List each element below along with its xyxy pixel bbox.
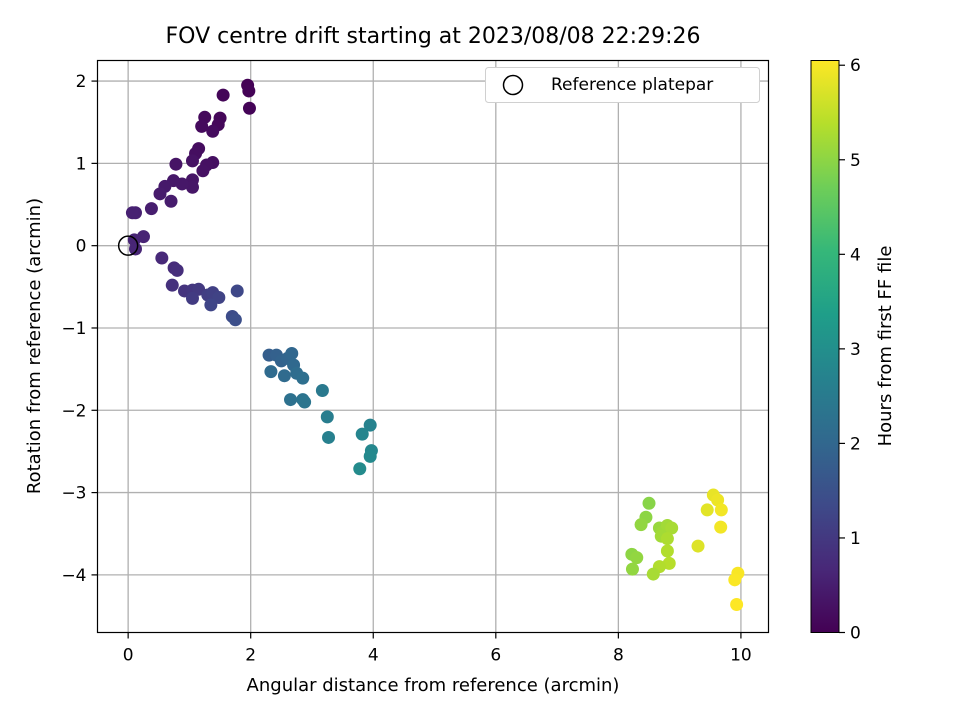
- data-point: [714, 503, 728, 517]
- data-point: [164, 194, 178, 208]
- x-tick-label: 8: [613, 646, 624, 666]
- data-point: [298, 395, 312, 409]
- data-point: [322, 430, 336, 444]
- data-point: [665, 521, 679, 535]
- data-point: [285, 346, 299, 360]
- data-point: [320, 410, 334, 424]
- data-point: [363, 449, 377, 463]
- legend-entry-reference-platepar: Reference platepar: [551, 75, 713, 95]
- data-point: [714, 520, 728, 534]
- data-point: [155, 251, 169, 265]
- colorbar-tick-label: 2: [850, 434, 861, 454]
- reference-marker: [117, 235, 139, 256]
- data-point: [711, 493, 725, 507]
- colorbar-tick-label: 6: [850, 56, 861, 76]
- data-point: [228, 313, 242, 327]
- data-point: [170, 263, 184, 277]
- data-point: [153, 187, 167, 201]
- y-tick-label: 0: [76, 237, 87, 257]
- data-point: [242, 101, 256, 115]
- colorbar-gradient: [810, 60, 840, 633]
- data-point: [185, 291, 199, 305]
- chart-title: FOV centre drift starting at 2023/08/08 …: [166, 24, 701, 49]
- data-point: [355, 427, 369, 441]
- x-axis-ticks: 0 2 4 6 8 10: [123, 632, 752, 666]
- data-point: [169, 157, 183, 171]
- colorbar-tick-label: 1: [850, 529, 861, 549]
- colorbar-label: Hours from first FF file: [875, 246, 896, 447]
- data-point: [128, 242, 142, 256]
- data-point: [204, 298, 218, 312]
- data-point: [206, 124, 220, 138]
- y-tick-label: −2: [61, 401, 86, 421]
- plot-frame: [96, 59, 770, 634]
- data-point: [296, 371, 310, 385]
- x-tick-label: 6: [490, 646, 501, 666]
- y-tick-label: 1: [76, 154, 87, 174]
- data-point: [625, 562, 639, 576]
- x-tick-label: 2: [245, 646, 256, 666]
- data-points: [125, 78, 745, 612]
- data-point: [630, 551, 644, 565]
- data-point: [353, 462, 367, 476]
- x-tick-label: 4: [368, 646, 379, 666]
- legend: Reference platepar: [485, 67, 760, 103]
- y-axis-ticks: 2 1 0 −1 −2 −3 −4: [61, 72, 98, 586]
- y-tick-label: −4: [61, 566, 86, 586]
- data-point: [315, 384, 329, 398]
- colorbar-tick-label: 5: [850, 151, 861, 171]
- data-point: [242, 84, 256, 98]
- data-point: [125, 206, 139, 220]
- data-point: [144, 202, 158, 216]
- data-point: [195, 119, 209, 133]
- data-point: [642, 496, 656, 510]
- data-point: [662, 556, 676, 570]
- data-point: [660, 544, 674, 558]
- y-axis-label: Rotation from reference (arcmin): [24, 198, 45, 494]
- data-point: [646, 567, 660, 581]
- legend-box: [485, 67, 760, 103]
- colorbar: 0 1 2 3 4 5 6 Hours from first FF file: [810, 56, 896, 644]
- data-point: [284, 393, 298, 407]
- data-point: [216, 88, 230, 102]
- data-point: [185, 180, 199, 194]
- y-tick-label: 2: [76, 72, 87, 92]
- data-point: [700, 503, 714, 517]
- data-point: [728, 573, 742, 587]
- data-point: [730, 598, 744, 612]
- data-point: [264, 365, 278, 379]
- data-point: [196, 164, 210, 178]
- data-point: [660, 532, 674, 546]
- data-point: [185, 154, 199, 168]
- y-tick-label: −1: [61, 319, 86, 339]
- x-tick-label: 0: [123, 646, 134, 666]
- colorbar-tick-label: 4: [850, 245, 861, 265]
- y-tick-label: −3: [61, 484, 86, 504]
- data-point: [691, 539, 705, 553]
- data-point: [230, 284, 244, 298]
- data-point: [634, 518, 648, 532]
- data-point: [363, 418, 377, 432]
- reference-marker-group: [117, 235, 139, 256]
- x-tick-label: 10: [730, 646, 752, 666]
- colorbar-tick-label: 0: [850, 624, 861, 644]
- colorbar-ticks: 0 1 2 3 4 5 6: [839, 56, 861, 644]
- legend-reference-marker: [502, 74, 524, 96]
- x-axis-label: Angular distance from reference (arcmin): [247, 675, 620, 696]
- data-point: [165, 278, 179, 292]
- colorbar-tick-label: 3: [850, 340, 861, 360]
- data-point: [277, 369, 291, 383]
